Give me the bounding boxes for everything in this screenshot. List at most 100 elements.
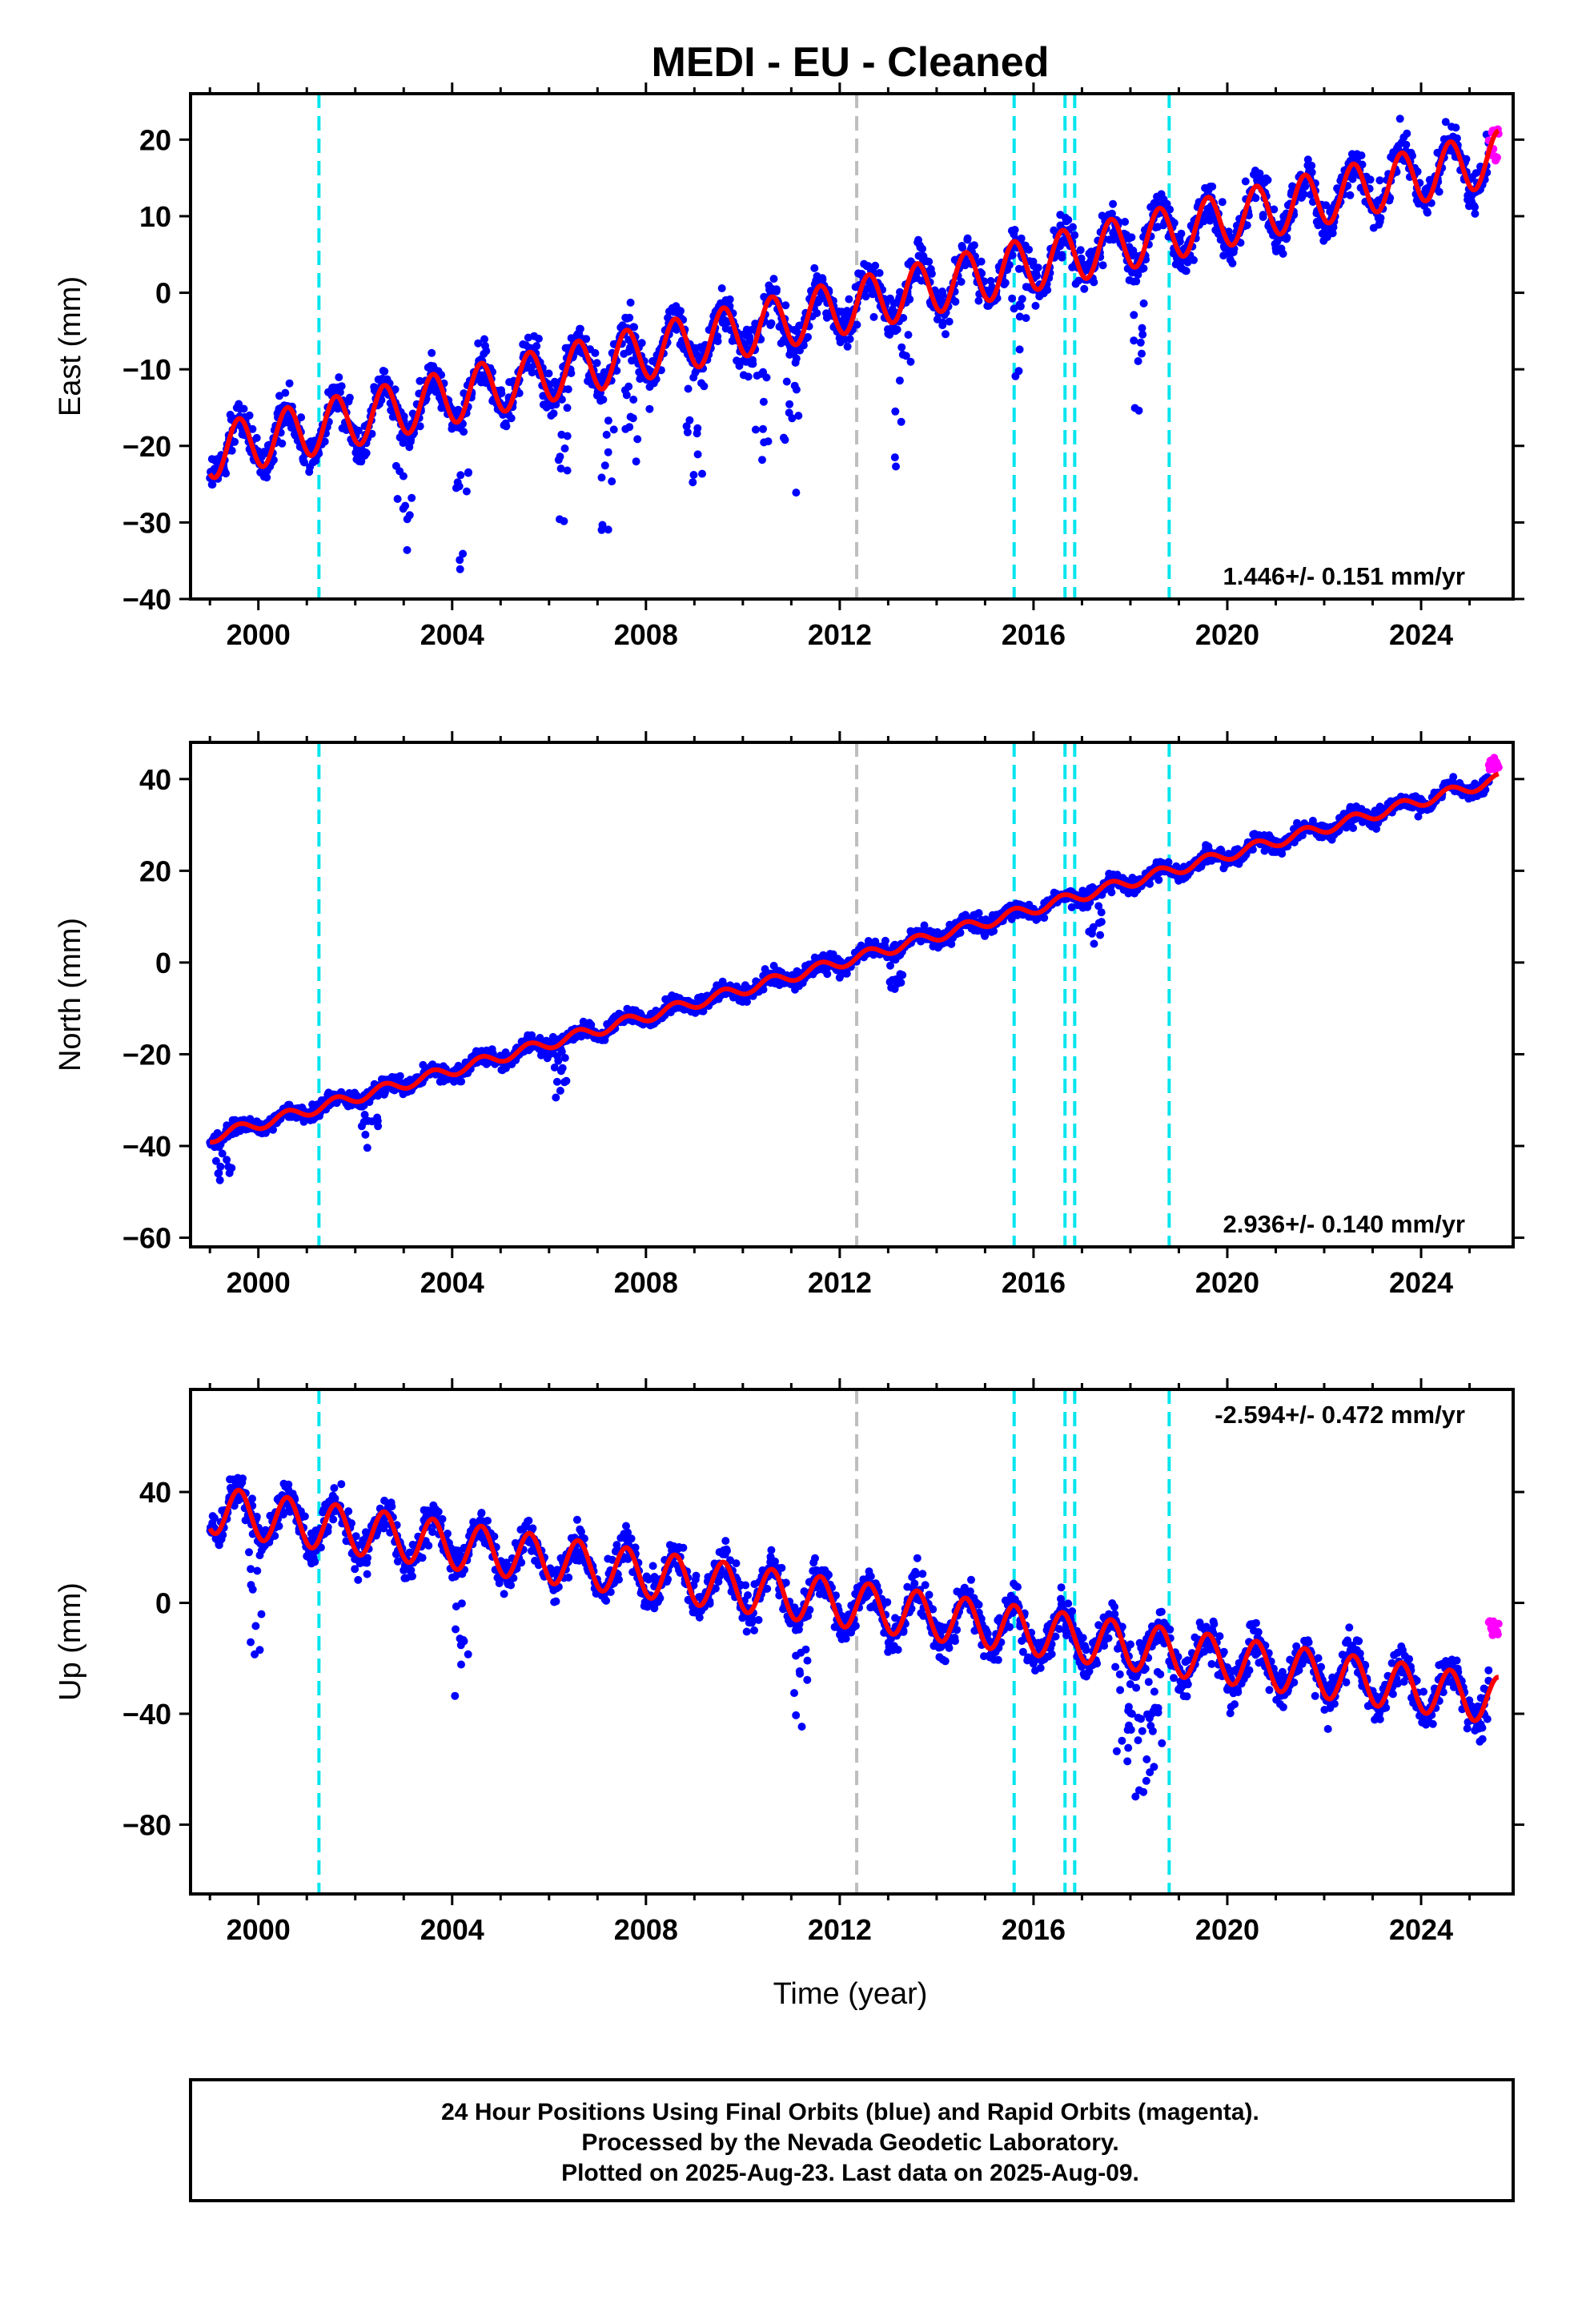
outlier-point — [608, 477, 616, 486]
final-point — [1034, 263, 1042, 272]
outlier-point — [224, 1162, 233, 1171]
final-point — [1376, 214, 1385, 223]
outlier-point — [455, 482, 464, 491]
final-point — [799, 341, 808, 350]
final-point — [457, 1077, 466, 1086]
final-point — [1070, 231, 1079, 239]
final-point — [1064, 215, 1073, 224]
final-point — [1322, 201, 1331, 210]
outlier-point — [906, 357, 915, 366]
outlier-point — [604, 416, 612, 425]
final-point — [1058, 251, 1066, 259]
x-tick-label: 2004 — [420, 1266, 484, 1299]
model-fit-line — [207, 128, 1500, 480]
final-point — [745, 337, 754, 346]
final-point — [1255, 169, 1264, 178]
final-point — [925, 257, 934, 266]
outlier-point — [1090, 939, 1098, 948]
plot-frame — [189, 92, 1515, 601]
final-point — [612, 366, 621, 375]
final-point — [1109, 199, 1118, 208]
final-point — [582, 335, 591, 344]
final-point — [1270, 205, 1279, 214]
outlier-point — [464, 468, 472, 476]
final-point — [1132, 277, 1141, 286]
outlier-point — [600, 461, 609, 470]
rate-annotation: 2.936+/- 0.140 mm/yr — [1223, 1210, 1465, 1238]
final-point — [804, 332, 812, 341]
final-point — [1263, 175, 1272, 184]
outlier-point — [897, 343, 906, 352]
outlier-point — [792, 385, 801, 394]
final-point — [1069, 223, 1077, 231]
final-point — [269, 456, 278, 464]
final-point — [591, 348, 600, 357]
final-point — [942, 330, 950, 339]
x-tick-label: 2016 — [1002, 618, 1066, 651]
final-point — [1452, 134, 1461, 143]
final-point — [362, 448, 371, 457]
outlier-point — [560, 1054, 569, 1062]
final-point — [227, 446, 236, 455]
final-point — [329, 1515, 338, 1524]
final-point — [744, 372, 753, 381]
final-point — [549, 409, 558, 418]
outlier-point — [689, 478, 697, 487]
final-point — [1076, 246, 1085, 255]
outlier-point — [684, 384, 693, 393]
final-point — [1008, 251, 1017, 259]
outlier-point — [890, 453, 899, 462]
final-point — [881, 936, 889, 945]
final-point — [482, 347, 491, 356]
y-tick-label: −40 — [122, 583, 171, 616]
y-tick-label: −20 — [122, 430, 171, 463]
x-tick-label: 2024 — [1389, 618, 1453, 651]
final-point — [945, 317, 954, 326]
final-point — [357, 457, 366, 466]
final-point — [767, 319, 776, 328]
outlier-point — [779, 433, 788, 442]
outlier-point — [215, 1176, 224, 1184]
final-point — [263, 473, 271, 482]
outlier-point — [628, 414, 637, 423]
final-point — [239, 1474, 247, 1483]
final-point — [875, 268, 884, 277]
final-point — [957, 277, 966, 286]
outlier-point — [1010, 304, 1018, 313]
final-point — [1395, 115, 1404, 123]
final-point — [725, 295, 734, 304]
final-point — [772, 285, 781, 294]
final-point — [813, 309, 821, 317]
outlier-point — [1136, 338, 1145, 347]
final-point — [1346, 191, 1355, 199]
outlier-point — [456, 471, 465, 480]
final-point — [1146, 879, 1154, 888]
outlier-point — [632, 457, 640, 466]
final-point — [1043, 286, 1052, 295]
final-point — [843, 342, 852, 351]
outlier-point — [602, 430, 611, 439]
outlier-point — [556, 1087, 564, 1095]
final-point — [1175, 237, 1184, 246]
final-point — [1471, 209, 1480, 218]
final-point — [749, 356, 757, 364]
outlier-point — [904, 331, 913, 340]
final-point — [1010, 226, 1019, 234]
outlier-point — [216, 1162, 225, 1171]
outlier-point — [563, 466, 572, 475]
final-point — [539, 392, 548, 400]
outlier-point — [785, 400, 794, 408]
final-point — [1299, 190, 1308, 199]
outlier-point — [604, 525, 612, 534]
outlier-point — [1134, 406, 1143, 415]
outlier-point — [1097, 918, 1106, 927]
final-point — [1279, 249, 1287, 258]
outlier-point — [689, 471, 698, 479]
final-point — [1328, 229, 1337, 238]
final-point — [335, 373, 343, 382]
final-point — [1402, 140, 1411, 149]
final-point — [927, 269, 936, 278]
final-point — [977, 257, 986, 266]
